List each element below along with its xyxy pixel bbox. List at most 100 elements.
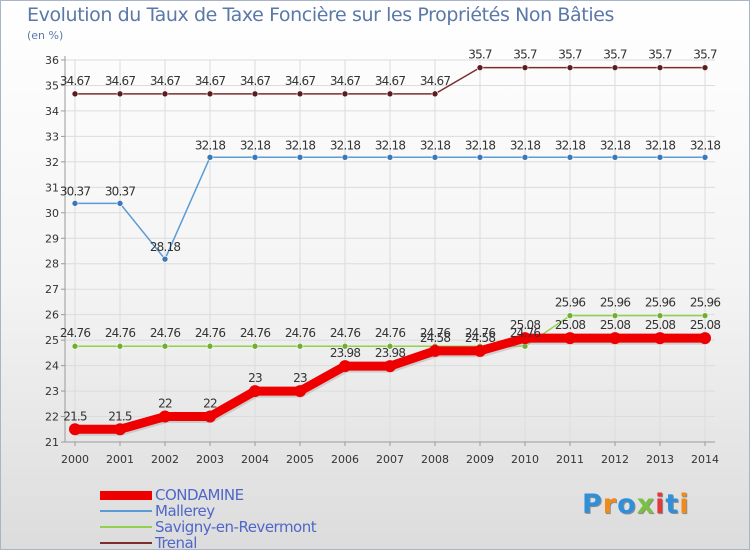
data-point-mallerey: [161, 255, 169, 263]
data-label-trenal: 34.67: [330, 74, 361, 88]
data-label-mallerey: 28.18: [150, 240, 181, 254]
data-point-condamine: [474, 344, 486, 357]
data-point-trenal: [656, 64, 664, 71]
y-tick-label: 31: [45, 181, 59, 194]
x-tick-label: 2006: [331, 453, 359, 466]
data-point-trenal: [611, 64, 619, 71]
data-point-trenal: [116, 90, 124, 98]
data-point-condamine: [69, 423, 81, 436]
x-tick-label: 2010: [511, 453, 539, 466]
legend-label: Savigny-en-Revermont: [155, 518, 317, 536]
data-label-savigny-en-revermont: 24.76: [150, 326, 181, 340]
data-label-mallerey: 32.18: [465, 138, 496, 152]
data-label-condamine: 25.08: [690, 318, 721, 332]
x-tick-label: 2012: [601, 453, 629, 466]
data-label-savigny-en-revermont: 24.76: [420, 326, 451, 340]
data-point-trenal: [341, 90, 349, 98]
y-tick-label: 27: [45, 283, 59, 296]
data-point-condamine: [249, 385, 261, 398]
data-label-mallerey: 32.18: [375, 138, 406, 152]
data-label-mallerey: 30.37: [60, 184, 91, 198]
data-label-savigny-en-revermont: 24.76: [465, 326, 496, 340]
data-label-savigny-en-revermont: 24.76: [240, 326, 271, 340]
data-point-condamine: [159, 410, 171, 423]
data-point-mallerey: [431, 153, 439, 161]
data-point-condamine: [564, 332, 576, 345]
y-tick-label: 21: [45, 436, 59, 449]
data-point-trenal: [71, 90, 79, 98]
data-point-mallerey: [701, 153, 709, 161]
y-tick-label: 28: [45, 258, 59, 271]
data-label-condamine: 22: [203, 397, 217, 411]
chart-title: Evolution du Taux de Taxe Foncière sur l…: [27, 4, 615, 26]
data-label-trenal: 35.7: [513, 48, 537, 62]
data-label-trenal: 34.67: [195, 74, 226, 88]
data-label-mallerey: 32.18: [195, 138, 226, 152]
data-point-condamine: [429, 344, 441, 357]
data-point-savigny-en-revermont: [566, 312, 574, 319]
x-tick-label: 2013: [646, 453, 674, 466]
data-point-savigny-en-revermont: [161, 342, 169, 350]
data-label-trenal: 34.67: [375, 74, 406, 88]
y-tick-label: 30: [45, 207, 59, 220]
legend-swatch: [100, 526, 152, 528]
logo-letter: i: [655, 489, 666, 520]
data-point-condamine: [699, 332, 711, 345]
data-point-mallerey: [251, 153, 259, 161]
data-label-trenal: 34.67: [60, 74, 91, 88]
data-point-trenal: [521, 64, 529, 71]
data-point-condamine: [294, 385, 306, 398]
data-label-condamine: 25.08: [645, 318, 676, 332]
y-tick-label: 36: [45, 54, 59, 67]
data-point-condamine: [654, 332, 666, 345]
data-label-mallerey: 32.18: [510, 138, 541, 152]
data-label-condamine: 25.08: [510, 318, 541, 332]
x-tick-label: 2001: [106, 453, 134, 466]
x-tick-label: 2000: [61, 453, 89, 466]
y-tick-label: 33: [45, 130, 59, 143]
data-point-mallerey: [656, 153, 664, 161]
data-point-trenal: [566, 64, 574, 71]
x-tick-label: 2009: [466, 453, 494, 466]
data-point-savigny-en-revermont: [296, 342, 304, 350]
logo-letter: t: [665, 489, 680, 520]
data-label-condamine: 21.5: [63, 409, 87, 423]
data-label-mallerey: 32.18: [600, 138, 631, 152]
data-label-trenal: 34.67: [150, 74, 181, 88]
legend-label: CONDAMINE: [155, 486, 244, 504]
x-tick-label: 2014: [691, 453, 719, 466]
data-point-mallerey: [521, 153, 529, 161]
data-point-savigny-en-revermont: [611, 312, 619, 319]
y-tick-label: 32: [45, 156, 59, 169]
data-label-condamine: 23.98: [375, 346, 406, 360]
data-label-condamine: 23: [248, 371, 262, 385]
data-label-savigny-en-revermont: 24.76: [105, 326, 136, 340]
data-label-condamine: 23: [293, 371, 307, 385]
data-label-trenal: 34.67: [240, 74, 271, 88]
legend-label: Mallerey: [155, 502, 215, 520]
data-label-trenal: 34.67: [420, 74, 451, 88]
data-point-savigny-en-revermont: [116, 342, 124, 350]
y-tick-label: 23: [45, 385, 59, 398]
data-label-savigny-en-revermont: 24.76: [510, 326, 541, 340]
x-tick-label: 2008: [421, 453, 449, 466]
data-point-savigny-en-revermont: [71, 342, 79, 350]
data-point-mallerey: [611, 153, 619, 161]
data-point-condamine: [114, 423, 126, 436]
data-label-condamine: 21.5: [108, 409, 132, 423]
data-point-condamine: [519, 332, 531, 345]
legend-label: Trenal: [155, 534, 197, 552]
y-tick-label: 34: [45, 105, 59, 118]
data-point-trenal: [431, 90, 439, 98]
data-label-trenal: 35.7: [558, 48, 582, 62]
data-label-mallerey: 32.18: [555, 138, 586, 152]
data-point-trenal: [476, 64, 484, 71]
data-label-trenal: 35.7: [603, 48, 627, 62]
data-point-savigny-en-revermont: [386, 342, 394, 350]
data-label-condamine: 24.58: [465, 331, 496, 345]
y-axis-unit-label: (en %): [27, 29, 64, 42]
data-point-mallerey: [386, 153, 394, 161]
y-tick-label: 22: [45, 411, 59, 424]
